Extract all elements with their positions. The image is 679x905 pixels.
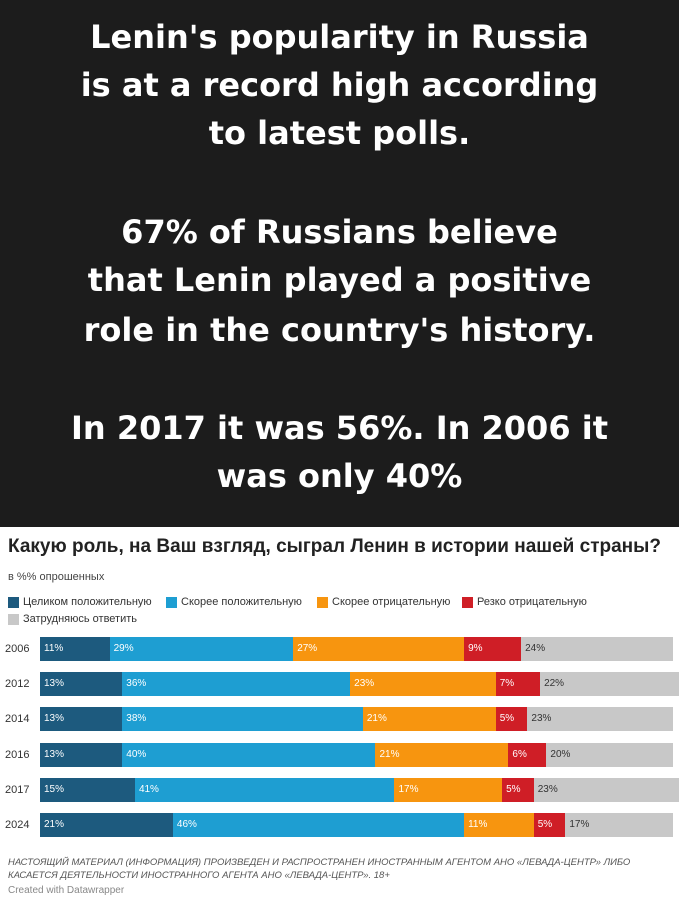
bar-segment: 17% [394, 777, 503, 802]
legend-item: Резко отрицательную [462, 596, 587, 608]
legend-item: Скорее отрицательную [317, 596, 450, 608]
bar-segment: 21% [362, 707, 496, 732]
year-label: 2006 [5, 643, 30, 655]
bar-segment: 17% [565, 813, 673, 837]
legend-swatch [8, 596, 19, 608]
headline-line: In 2017 it was 56%. In 2006 it [71, 409, 608, 447]
bar-segment: 24% [521, 637, 673, 661]
bar-segment: 22% [540, 672, 679, 697]
year-label: 2024 [5, 819, 30, 831]
foreign-agent-footnote: НАСТОЯЩИЙ МАТЕРИАЛ (ИНФОРМАЦИЯ) ПРОИЗВЕД… [8, 857, 631, 881]
year-label: 2016 [5, 748, 30, 761]
headline-line: role in the country's history. [83, 311, 596, 349]
bar-segment: 20% [546, 742, 673, 767]
headline-line: was only 40% [216, 457, 463, 495]
bar-segment: 46% [172, 813, 465, 837]
bar-segment: 6% [508, 742, 547, 767]
year-label: 2012 [5, 678, 30, 691]
bar-segment: 21% [375, 742, 509, 767]
legend-label: Затрудняюсь ответить [23, 613, 138, 625]
chart-subtitle: в %% опрошенных [8, 571, 105, 583]
legend-label: Резко отрицательную [477, 596, 587, 608]
bar-segment: 5% [502, 777, 534, 802]
bar-segment: 27% [293, 637, 465, 661]
legend-item: Затрудняюсь ответить [8, 613, 137, 625]
headline-line: is at a record high according [80, 66, 599, 104]
headline-panel: Lenin's popularity in Russia is at a rec… [0, 0, 679, 527]
legend-swatch [8, 613, 19, 625]
legend-swatch [317, 596, 328, 608]
bar-segment: 7% [495, 672, 541, 697]
bar-segment: 11% [40, 637, 110, 661]
year-label: 2014 [5, 713, 30, 726]
legend-item: Скорее положительную [166, 596, 302, 608]
legend-label: Скорее отрицательную [332, 596, 451, 608]
bar-segment: 11% [464, 813, 534, 837]
legend-swatch [166, 596, 177, 608]
headline-line: that Lenin played a positive [87, 261, 592, 299]
bar-segment: 36% [122, 672, 351, 697]
bar-segment: 5% [495, 707, 528, 732]
headline-line: 67% of Russians believe [121, 213, 558, 251]
bar-segment: 13% [40, 742, 123, 767]
bar-segment: 23% [527, 707, 673, 732]
bar-segment: 15% [40, 777, 135, 802]
bar-segment: 5% [533, 813, 566, 837]
legend-swatch [462, 596, 473, 608]
bar-segment: 40% [122, 742, 376, 767]
bar-segment: 23% [533, 777, 679, 802]
bar-segment: 13% [40, 672, 123, 697]
bar-segment: 13% [40, 707, 123, 732]
bar-segment: 29% [109, 637, 294, 661]
bar-segment: 38% [122, 707, 363, 732]
headline-line: Lenin's popularity in Russia [90, 18, 589, 56]
bar-segment: 9% [464, 637, 522, 661]
legend-label: Скорее положительную [181, 596, 302, 608]
stacked-bar-chart: Какую роль, на Ваш взгляд, сыграл Ленин … [0, 527, 679, 905]
bar-segment: 21% [40, 813, 173, 837]
headline-line: to latest polls. [208, 114, 471, 152]
year-label: 2017 [5, 783, 30, 796]
legend-item: Целиком положительную [8, 596, 152, 608]
bar-segment: 41% [134, 777, 395, 802]
bar-segment: 23% [350, 672, 496, 697]
chart-title: Какую роль, на Ваш взгляд, сыграл Ленин … [8, 536, 661, 557]
datawrapper-credit: Created with Datawrapper [8, 885, 125, 896]
legend-label: Целиком положительную [23, 596, 152, 608]
